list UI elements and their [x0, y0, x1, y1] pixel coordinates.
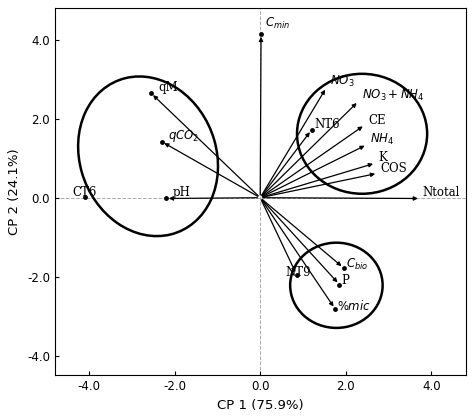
Text: pH: pH: [173, 186, 191, 199]
Text: NT6: NT6: [315, 118, 340, 131]
Text: CT6: CT6: [73, 186, 97, 199]
Text: $C_{bio}$: $C_{bio}$: [346, 257, 368, 272]
Text: $NO_3$: $NO_3$: [329, 74, 354, 89]
Y-axis label: CP 2 (24.1%): CP 2 (24.1%): [9, 149, 21, 235]
Text: qM: qM: [158, 81, 178, 94]
Text: $\%mic$: $\%mic$: [337, 299, 371, 313]
Text: $qCO_2$: $qCO_2$: [168, 128, 200, 144]
Text: Ntotal: Ntotal: [423, 186, 460, 199]
Text: $NO_3 + NH_4$: $NO_3 + NH_4$: [362, 88, 425, 103]
Text: NT9: NT9: [286, 266, 311, 279]
Text: $NH_4$: $NH_4$: [370, 132, 394, 147]
Text: P: P: [342, 274, 349, 287]
Text: $C_{min}$: $C_{min}$: [265, 16, 291, 31]
Text: CE: CE: [368, 114, 386, 127]
X-axis label: CP 1 (75.9%): CP 1 (75.9%): [217, 399, 303, 412]
Text: COS: COS: [380, 163, 407, 176]
Text: K: K: [378, 151, 387, 164]
